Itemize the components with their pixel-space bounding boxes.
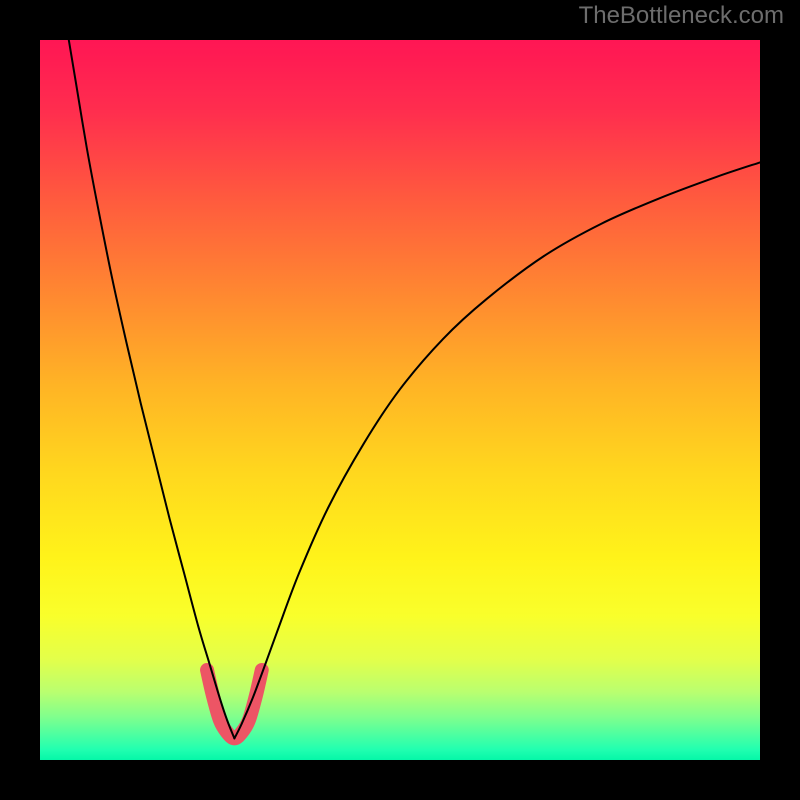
chart-plot-area: [40, 40, 760, 760]
chart-container: TheBottleneck.com: [0, 0, 800, 800]
gradient-background: [40, 40, 760, 760]
watermark-label: TheBottleneck.com: [579, 2, 784, 30]
chart-svg: [40, 40, 760, 760]
